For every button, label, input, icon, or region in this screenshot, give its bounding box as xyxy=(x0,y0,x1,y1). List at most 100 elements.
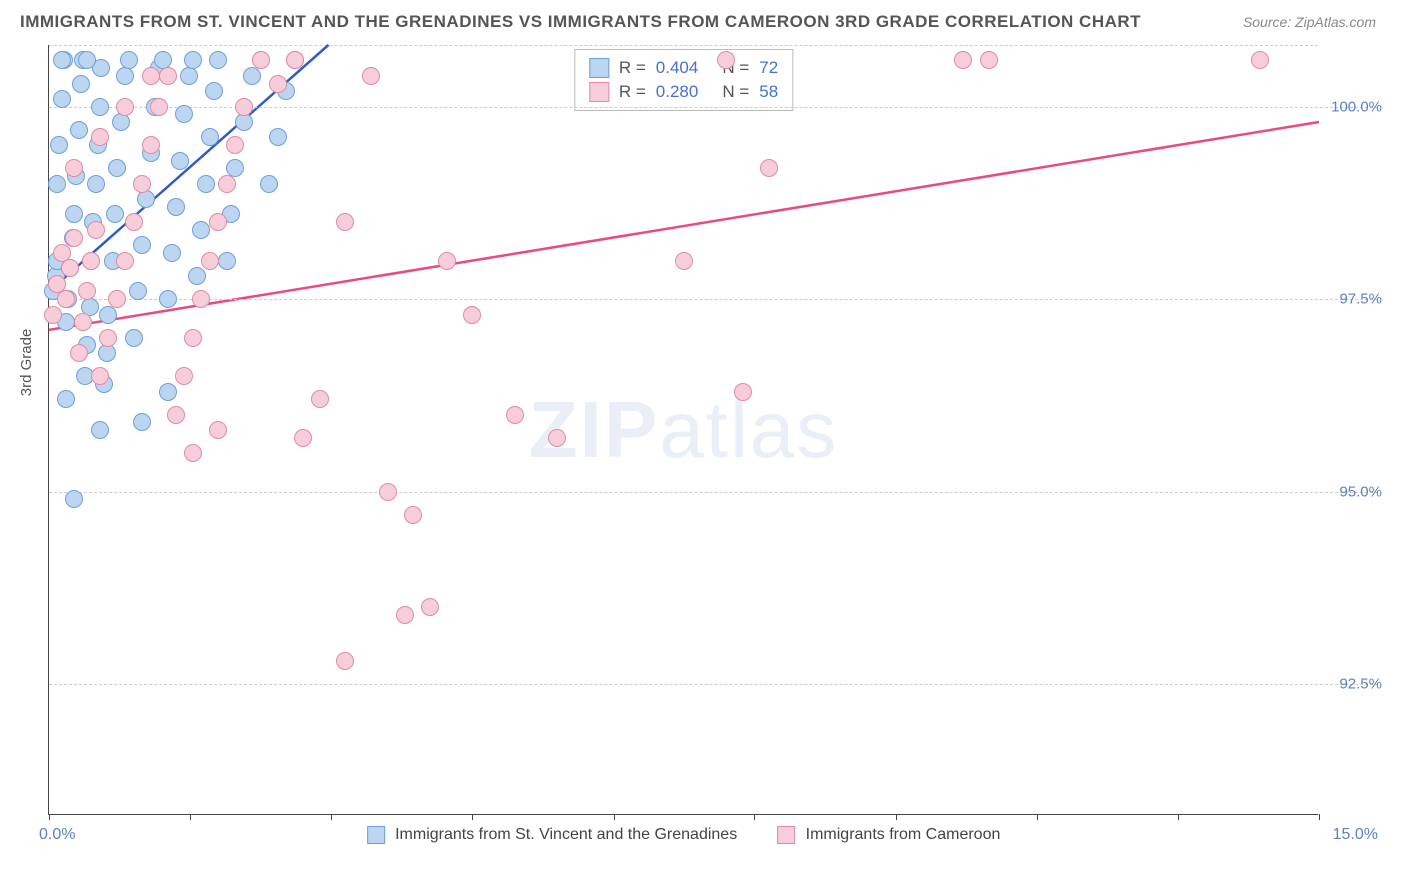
scatter-point xyxy=(120,51,138,69)
scatter-point xyxy=(548,429,566,447)
plot-area: ZIPatlas R = 0.404 N = 72 R = 0.280 N = … xyxy=(48,45,1318,815)
legend-series-swatch-1 xyxy=(777,826,795,844)
scatter-point xyxy=(675,252,693,270)
scatter-point xyxy=(209,51,227,69)
scatter-point xyxy=(44,306,62,324)
scatter-point xyxy=(116,98,134,116)
scatter-point xyxy=(421,598,439,616)
scatter-point xyxy=(197,175,215,193)
scatter-point xyxy=(74,313,92,331)
source-label: Source: xyxy=(1243,14,1291,30)
legend-correlation-box: R = 0.404 N = 72 R = 0.280 N = 58 xyxy=(574,49,793,111)
scatter-point xyxy=(65,159,83,177)
legend-series-0: Immigrants from St. Vincent and the Gren… xyxy=(367,826,738,844)
y-axis-title: 3rd Grade xyxy=(18,329,35,397)
scatter-point xyxy=(129,282,147,300)
scatter-point xyxy=(175,367,193,385)
scatter-point xyxy=(226,136,244,154)
scatter-point xyxy=(142,67,160,85)
legend-series-1: Immigrants from Cameroon xyxy=(777,826,1000,844)
scatter-point xyxy=(201,128,219,146)
x-tick xyxy=(331,814,332,820)
x-axis-min-label: 0.0% xyxy=(39,826,75,844)
legend-series: Immigrants from St. Vincent and the Gren… xyxy=(367,826,1001,844)
y-tick-label: 92.5% xyxy=(1339,676,1382,693)
legend-row-0: R = 0.404 N = 72 xyxy=(589,56,778,80)
scatter-point xyxy=(133,413,151,431)
scatter-point xyxy=(192,290,210,308)
scatter-point xyxy=(50,136,68,154)
source-value: ZipAtlas.com xyxy=(1295,14,1376,30)
scatter-point xyxy=(438,252,456,270)
scatter-point xyxy=(133,175,151,193)
scatter-point xyxy=(184,51,202,69)
x-tick xyxy=(472,814,473,820)
scatter-point xyxy=(87,221,105,239)
scatter-point xyxy=(286,51,304,69)
scatter-point xyxy=(78,282,96,300)
scatter-point xyxy=(235,98,253,116)
scatter-point xyxy=(99,306,117,324)
legend-r-label-0: R = xyxy=(619,58,646,78)
gridline-h xyxy=(49,299,1378,300)
legend-r-value-1: 0.280 xyxy=(656,82,699,102)
scatter-point xyxy=(61,259,79,277)
scatter-point xyxy=(506,406,524,424)
scatter-point xyxy=(72,75,90,93)
scatter-point xyxy=(218,175,236,193)
scatter-point xyxy=(65,229,83,247)
scatter-point xyxy=(209,421,227,439)
legend-swatch-0 xyxy=(589,58,609,78)
scatter-point xyxy=(163,244,181,262)
x-tick xyxy=(1178,814,1179,820)
scatter-point xyxy=(65,205,83,223)
x-tick xyxy=(49,814,50,820)
scatter-point xyxy=(133,236,151,254)
scatter-point xyxy=(188,267,206,285)
scatter-point xyxy=(98,344,116,362)
scatter-point xyxy=(125,329,143,347)
scatter-point xyxy=(184,444,202,462)
scatter-point xyxy=(53,90,71,108)
legend-n-value-0: 72 xyxy=(759,58,778,78)
x-tick xyxy=(1037,814,1038,820)
legend-row-1: R = 0.280 N = 58 xyxy=(589,80,778,104)
scatter-point xyxy=(116,67,134,85)
scatter-point xyxy=(99,329,117,347)
scatter-point xyxy=(243,67,261,85)
x-tick xyxy=(754,814,755,820)
scatter-point xyxy=(980,51,998,69)
scatter-point xyxy=(171,152,189,170)
scatter-point xyxy=(760,159,778,177)
scatter-point xyxy=(175,105,193,123)
gridline-h xyxy=(49,492,1378,493)
scatter-point xyxy=(159,290,177,308)
legend-n-value-1: 58 xyxy=(759,82,778,102)
scatter-point xyxy=(167,198,185,216)
scatter-point xyxy=(954,51,972,69)
source-attribution: Source: ZipAtlas.com xyxy=(1243,14,1376,30)
scatter-point xyxy=(717,51,735,69)
scatter-point xyxy=(91,128,109,146)
scatter-point xyxy=(269,128,287,146)
scatter-point xyxy=(336,652,354,670)
scatter-point xyxy=(463,306,481,324)
scatter-point xyxy=(180,67,198,85)
y-tick-label: 95.0% xyxy=(1339,483,1382,500)
scatter-point xyxy=(48,175,66,193)
scatter-point xyxy=(260,175,278,193)
legend-n-label-1: N = xyxy=(722,82,749,102)
scatter-point xyxy=(57,290,75,308)
legend-swatch-1 xyxy=(589,82,609,102)
scatter-point xyxy=(379,483,397,501)
scatter-point xyxy=(201,252,219,270)
x-tick xyxy=(1319,814,1320,820)
legend-r-value-0: 0.404 xyxy=(656,58,699,78)
scatter-point xyxy=(150,98,168,116)
scatter-point xyxy=(159,383,177,401)
scatter-point xyxy=(116,252,134,270)
scatter-point xyxy=(167,406,185,424)
scatter-point xyxy=(108,290,126,308)
x-tick xyxy=(614,814,615,820)
scatter-point xyxy=(218,252,236,270)
